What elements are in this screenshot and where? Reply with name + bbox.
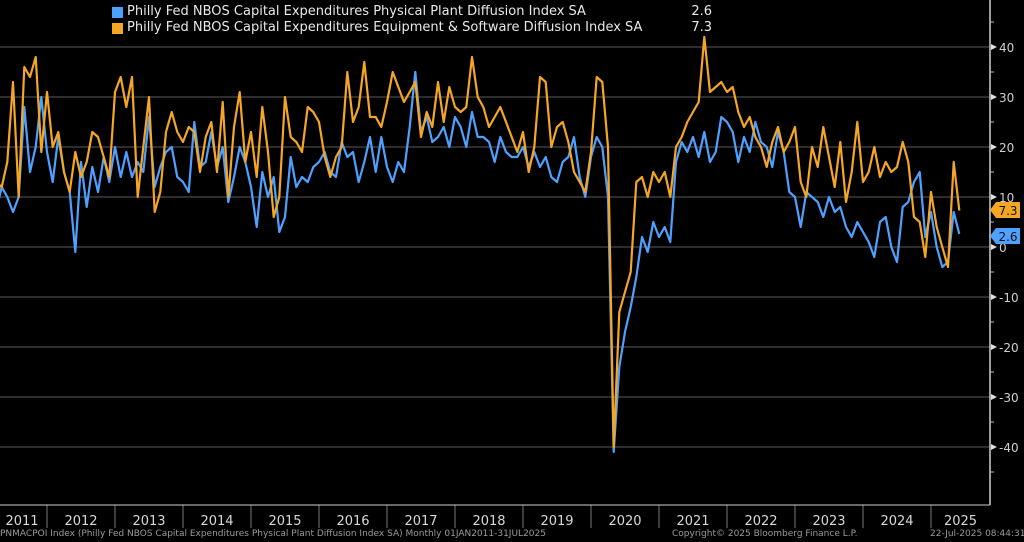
series-lines — [0, 35, 961, 454]
legend-label: Philly Fed NBOS Capital Expenditures Equ… — [127, 20, 643, 35]
x-tick-label: 2016 — [336, 514, 369, 529]
series-line-physical-plant — [0, 70, 961, 454]
series-line-equipment-software — [0, 35, 961, 449]
x-tick-label: 2021 — [676, 514, 709, 529]
legend-item-physical-plant: Philly Fed NBOS Capital Expenditures Phy… — [112, 4, 712, 20]
x-tick-label: 2017 — [404, 514, 437, 529]
y-tick-marker — [991, 444, 997, 450]
y-tick-marker — [991, 94, 997, 100]
x-tick-label: 2014 — [200, 514, 233, 529]
y-tick-marker — [991, 394, 997, 400]
footer-source: PNMACPOI Index (Philly Fed NBOS Capital … — [0, 529, 546, 539]
y-tick-marker — [991, 294, 997, 300]
last-value-label: 2.6 — [998, 230, 1017, 244]
y-tick-label: -40 — [999, 441, 1019, 455]
x-tick-label: 2011 — [5, 514, 38, 529]
x-tick-label: 2024 — [880, 514, 913, 529]
x-tick-label: 2013 — [132, 514, 165, 529]
footer-copyright: Copyright© 2025 Bloomberg Finance L.P. — [672, 529, 858, 539]
last-value-tag — [990, 202, 1020, 218]
y-tick-label: 10 — [999, 191, 1014, 205]
y-tick-marker — [991, 194, 997, 200]
y-tick-marker — [991, 244, 997, 250]
y-tick-marker — [991, 44, 997, 50]
y-axis: 40 30 20 10 0 -10 -20 -30 -40 — [0, 0, 1019, 506]
x-tick-label: 2012 — [64, 514, 97, 529]
legend-swatch-blue — [112, 6, 123, 18]
y-tick-label: 30 — [999, 91, 1014, 105]
y-tick-label: -30 — [999, 391, 1019, 405]
x-tick-label: 2025 — [944, 514, 977, 529]
legend-swatch-orange — [112, 22, 123, 34]
y-tick-label: -20 — [999, 341, 1019, 355]
legend-item-equipment-software: Philly Fed NBOS Capital Expenditures Equ… — [112, 20, 712, 36]
x-tick-label: 2015 — [268, 514, 301, 529]
y-tick-label: 40 — [999, 41, 1014, 55]
legend-value: 7.3 — [691, 20, 712, 35]
last-value-tags: 7.3 2.6 — [990, 202, 1020, 244]
x-tick-label: 2018 — [472, 514, 505, 529]
footer-timestamp: 22-Jul-2025 08:44:31 — [930, 529, 1024, 539]
y-tick-marker — [991, 144, 997, 150]
x-axis-labels: 2011 2012 2013 2014 2015 2016 2017 2018 2019 2020… — [5, 514, 977, 529]
x-tick-label: 2020 — [608, 514, 641, 529]
year-separators — [46, 505, 932, 528]
last-value-tag — [990, 228, 1020, 244]
y-tick-label: 0 — [999, 241, 1007, 255]
legend-value: 2.6 — [691, 4, 712, 19]
legend: Philly Fed NBOS Capital Expenditures Phy… — [112, 4, 712, 36]
x-tick-label: 2023 — [812, 514, 845, 529]
x-tick-label: 2022 — [744, 514, 777, 529]
last-value-label: 7.3 — [998, 204, 1017, 218]
x-tick-label: 2019 — [540, 514, 573, 529]
y-tick-label: -10 — [999, 291, 1019, 305]
y-tick-label: 20 — [999, 141, 1014, 155]
y-tick-marker — [991, 344, 997, 350]
legend-label: Philly Fed NBOS Capital Expenditures Phy… — [127, 4, 586, 19]
